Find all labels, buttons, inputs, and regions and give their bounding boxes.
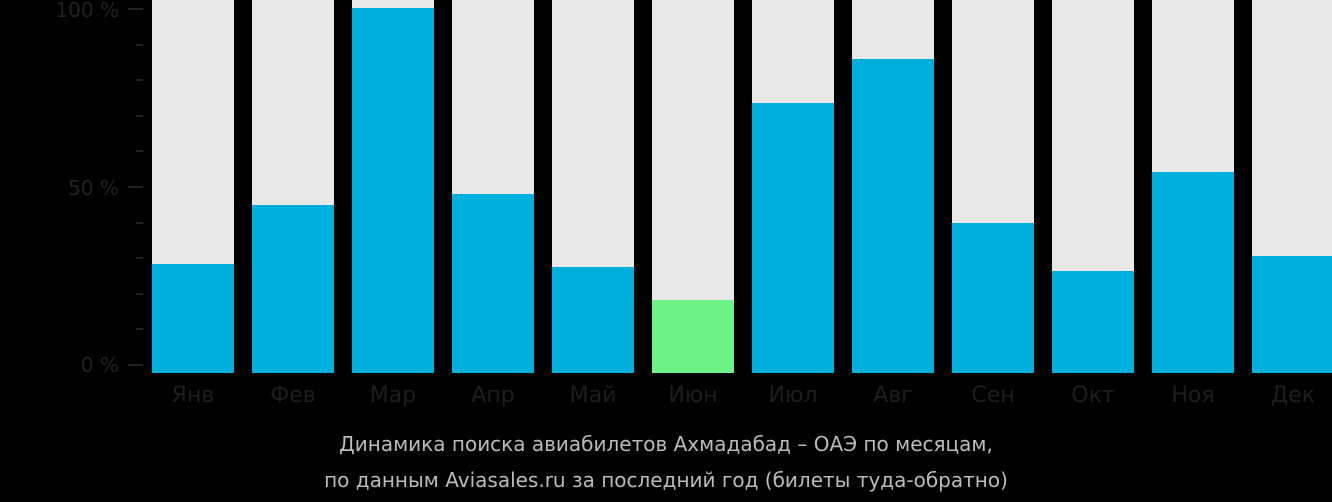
x-label: Май	[569, 383, 617, 408]
x-label: Сен	[971, 383, 1015, 408]
bar-track	[652, 0, 734, 373]
bar-track	[1252, 0, 1332, 373]
y-label-100: 100 %	[55, 0, 119, 22]
bar-fill	[352, 8, 434, 373]
bar-fill	[752, 102, 834, 373]
bar-track	[352, 0, 434, 373]
bar-track	[552, 0, 634, 373]
bar-track	[152, 0, 234, 373]
y-tick	[136, 150, 143, 153]
x-label: Июн	[668, 383, 718, 408]
x-label: Апр	[471, 383, 515, 408]
bar-track	[452, 0, 534, 373]
bar-fill	[652, 300, 734, 373]
bar-track	[1052, 0, 1134, 373]
y-label-0: 0 %	[80, 353, 119, 377]
x-label: Янв	[171, 383, 215, 408]
x-label: Мар	[369, 383, 417, 408]
y-tick	[128, 364, 143, 366]
bar-track	[952, 0, 1034, 373]
y-tick	[136, 328, 143, 331]
y-tick	[136, 43, 143, 46]
chart-title: Динамика поиска авиабилетов Ахмадабад – …	[339, 432, 993, 456]
x-label: Окт	[1071, 383, 1115, 408]
y-tick	[136, 257, 143, 260]
y-tick	[128, 186, 143, 188]
bar-track	[252, 0, 334, 373]
y-tick	[136, 221, 143, 224]
x-label: Авг	[873, 383, 913, 408]
bar-track	[852, 0, 934, 373]
bar-fill	[852, 59, 934, 373]
x-label: Ноя	[1171, 383, 1215, 408]
x-label: Июл	[768, 383, 818, 408]
y-tick	[128, 8, 143, 10]
x-label: Дек	[1270, 383, 1315, 408]
bar-fill	[552, 267, 634, 373]
y-tick	[136, 114, 143, 117]
y-label-50: 50 %	[68, 176, 119, 200]
bar-track	[752, 0, 834, 373]
bar-fill	[452, 194, 534, 373]
bar-fill	[1252, 256, 1332, 373]
bar-fill	[1152, 172, 1234, 373]
bar-fill	[252, 205, 334, 373]
bar-fill	[952, 223, 1034, 373]
bar-track	[1152, 0, 1234, 373]
bar-fill	[1052, 270, 1134, 373]
x-label: Фев	[270, 383, 316, 408]
chart-subtitle: по данным Aviasales.ru за последний год …	[324, 468, 1008, 492]
bar-fill	[152, 263, 234, 373]
y-tick	[136, 292, 143, 295]
y-tick	[136, 79, 143, 82]
